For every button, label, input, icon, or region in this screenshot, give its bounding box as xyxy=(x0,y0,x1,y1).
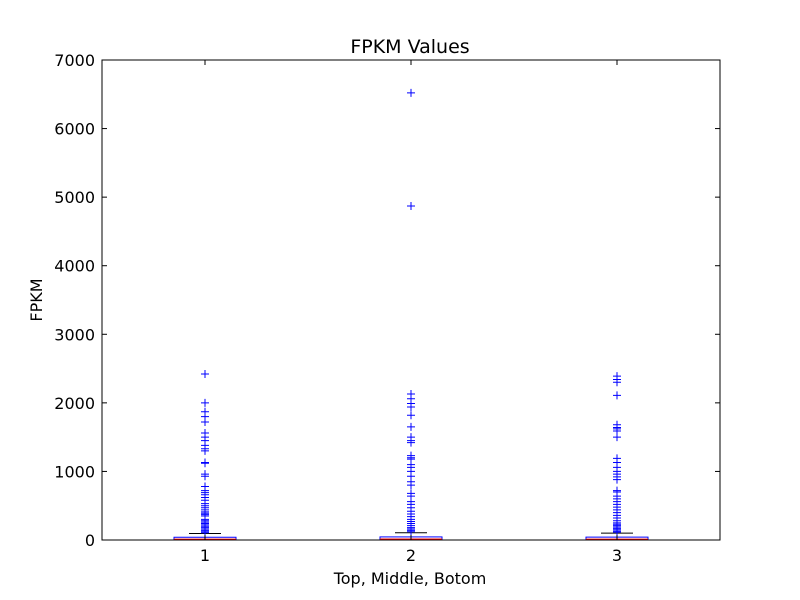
outlier-point xyxy=(201,370,209,379)
x-tick-label: 1 xyxy=(200,546,210,565)
outlier-point xyxy=(613,475,621,484)
y-tick-label: 4000 xyxy=(54,257,95,276)
outlier-point xyxy=(407,481,415,490)
outlier-point xyxy=(407,202,415,211)
outlier-point xyxy=(407,422,415,431)
box-group-1 xyxy=(173,370,237,541)
outlier-point xyxy=(613,391,621,400)
y-tick-label: 6000 xyxy=(54,120,95,139)
axes-frame xyxy=(101,59,721,541)
outlier-point xyxy=(407,438,415,447)
outlier-point xyxy=(201,398,209,407)
outlier-point xyxy=(407,411,415,420)
outlier-point xyxy=(201,472,209,481)
outlier-point xyxy=(613,528,621,537)
y-tick-label: 2000 xyxy=(54,394,95,413)
outlier-point xyxy=(201,459,209,468)
box-group-3 xyxy=(585,372,649,541)
outlier-point xyxy=(201,418,209,427)
plot-marks xyxy=(173,88,649,541)
chart-title: FPKM Values xyxy=(350,36,469,58)
x-axis-label: Top, Middle, Botom xyxy=(333,569,487,588)
y-tick-label: 0 xyxy=(85,531,95,550)
y-tick-label: 1000 xyxy=(54,462,95,481)
y-axis-label: FPKM xyxy=(27,278,46,321)
outlier-point xyxy=(613,378,621,387)
y-axis-ticks: 0 1000 2000 3000 4000 5000 6000 7000 xyxy=(54,51,720,550)
outlier-point xyxy=(613,433,621,442)
x-axis-ticks: 1 2 3 xyxy=(200,60,622,565)
outlier-point xyxy=(407,527,415,536)
outlier-point xyxy=(201,446,209,455)
x-tick-label: 2 xyxy=(406,546,416,565)
y-tick-label: 7000 xyxy=(54,51,95,70)
outlier-point xyxy=(407,402,415,411)
y-tick-label: 3000 xyxy=(54,325,95,344)
outlier-point xyxy=(407,88,415,97)
x-tick-label: 3 xyxy=(612,546,622,565)
y-tick-label: 5000 xyxy=(54,188,95,207)
